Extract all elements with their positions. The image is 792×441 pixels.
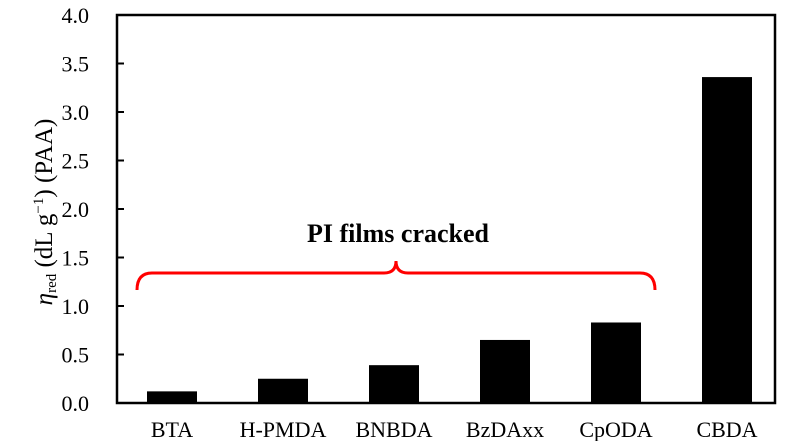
y-tick-label: 1.5 [62,246,90,271]
bar-bzdaxx [480,339,530,403]
annotation-label: PI films cracked [307,219,490,248]
bar-cbda [702,77,752,403]
x-tick-label: BzDAxx [466,417,544,441]
plot-frame [115,13,777,405]
y-axis-units: (dL g [31,213,58,274]
y-axis-title: ηred (dL g−1) (PAA) [31,119,60,306]
annotation-brace [135,260,657,291]
x-tick-label: BTA [151,417,193,441]
bar-cpoda [591,322,641,403]
y-tick-label: 4.0 [62,3,90,28]
x-tick-label: BNBDA [355,417,432,441]
y-axis-suffix: ) (PAA) [31,119,58,198]
y-axis-subscript: red [44,273,60,293]
y-axis-symbol: η [31,293,58,305]
y-tick-label: 3.5 [62,52,90,77]
y-tick-label: 2.0 [62,197,90,222]
y-tick-label: 3.0 [62,100,90,125]
y-tick-label: 0.5 [62,343,90,368]
bar-h-pmda [258,378,308,403]
y-tick-label: 2.5 [62,149,90,174]
y-tick-label: 0.0 [62,391,90,416]
y-tick-label: 1.0 [62,294,90,319]
x-tick-label: CpODA [579,417,652,441]
bar-bnbda [369,365,419,403]
x-tick-label: H-PMDA [240,417,327,441]
y-axis-superscript: −1 [31,198,47,214]
bar-bta [147,391,197,403]
x-tick-label: CBDA [696,417,757,441]
svg-text:ηred (dL g−1) (PAA): ηred (dL g−1) (PAA) [31,119,60,306]
